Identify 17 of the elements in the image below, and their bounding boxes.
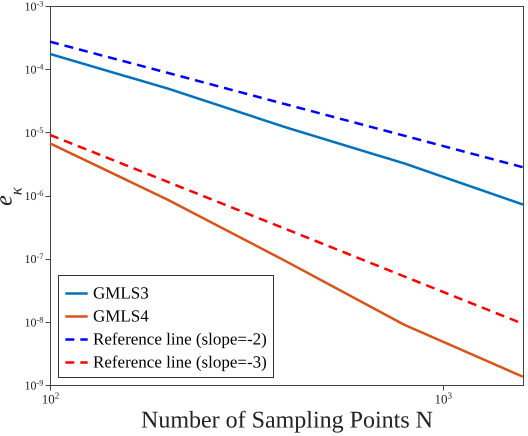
y-tick-label: 10$^{-3}$ [24,0,44,14]
x-tick-label: 10$^{2}$ [42,390,60,406]
legend-label: Reference line (slope=-2) [93,330,267,348]
line-series [48,40,524,169]
y-tick-label: 10$^{-7}$ [24,252,44,266]
legend-label: GMLS4 [93,306,150,326]
y-tick-label: 10$^{-5}$ [24,125,44,140]
legend-label: Reference line (slope=-3) [93,352,267,372]
x-tick-label: 10$^{3}$ [434,390,453,406]
line-series [48,142,524,378]
line-series [48,52,524,206]
x-axis-title: Number of Sampling Points N [141,408,433,434]
y-tick-label: 10$^{-4}$ [24,62,44,77]
y-tick-label: 10$^{-9}$ [24,378,44,392]
y-tick-label: 10$^{-8}$ [24,314,44,330]
legend-label: GMLS3 [93,284,149,302]
y-tick-label: 10$^{-6}$ [24,188,44,203]
